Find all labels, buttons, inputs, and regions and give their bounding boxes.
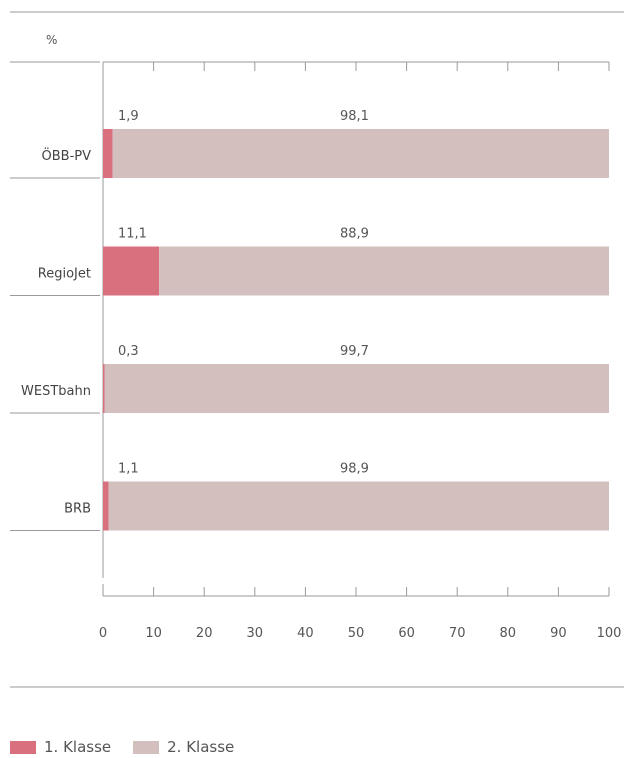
x-tick-label: 70 (449, 626, 466, 641)
bar-segment (104, 364, 609, 413)
x-tick-label: 50 (348, 626, 365, 641)
category-label: ÖBB-PV (42, 147, 92, 164)
legend: 1. Klasse 2. Klasse (10, 738, 256, 756)
x-tick-label: 10 (145, 626, 162, 641)
unit-label: % (46, 33, 57, 47)
category-label: RegioJet (38, 267, 91, 282)
x-tick-label: 80 (500, 626, 517, 641)
legend-item-2: 2. Klasse (133, 738, 234, 756)
category-label: BRB (64, 502, 91, 517)
value-label-klasse-2: 99,7 (340, 344, 369, 359)
x-tick-label: 60 (398, 626, 415, 641)
value-label-klasse-1: 0,3 (118, 344, 139, 359)
value-label-klasse-2: 88,9 (340, 227, 369, 242)
category-label: WESTbahn (21, 384, 91, 399)
bar-segment (103, 364, 105, 413)
value-label-klasse-1: 1,1 (118, 462, 139, 477)
x-tick-label: 30 (247, 626, 264, 641)
value-label-klasse-1: 1,9 (118, 109, 139, 124)
bar-segment (108, 481, 609, 531)
bar-segment (112, 129, 609, 178)
x-tick-label: 90 (550, 626, 567, 641)
x-tick-label: 40 (297, 626, 314, 641)
bar-segment (159, 246, 609, 296)
value-label-klasse-2: 98,9 (340, 462, 369, 477)
plot-area: 0 10 20 30 40 50 60 70 80 90 100 ÖBB-PV 1,9 98,1 Regio… (10, 61, 622, 641)
legend-label-1: 1. Klasse (44, 738, 112, 756)
legend-swatch-2 (133, 740, 160, 754)
value-label-klasse-2: 98,1 (340, 109, 369, 124)
bar-segment (103, 481, 109, 531)
legend-item-1: 1. Klasse (10, 738, 111, 756)
x-tick-label: 20 (196, 626, 213, 641)
bar-segment (103, 129, 113, 178)
x-tick-label: 100 (597, 626, 622, 641)
legend-label-2: 2. Klasse (167, 738, 235, 756)
x-tick-label: 0 (99, 626, 107, 641)
bar-segment (103, 246, 160, 296)
legend-swatch-1 (10, 740, 36, 754)
stacked-bar-chart: % 0 10 20 30 40 50 60 70 80 90 100 ÖBB-PV 1,9 98,1 Reg… (10, 11, 624, 688)
value-label-klasse-1: 11,1 (118, 227, 147, 242)
